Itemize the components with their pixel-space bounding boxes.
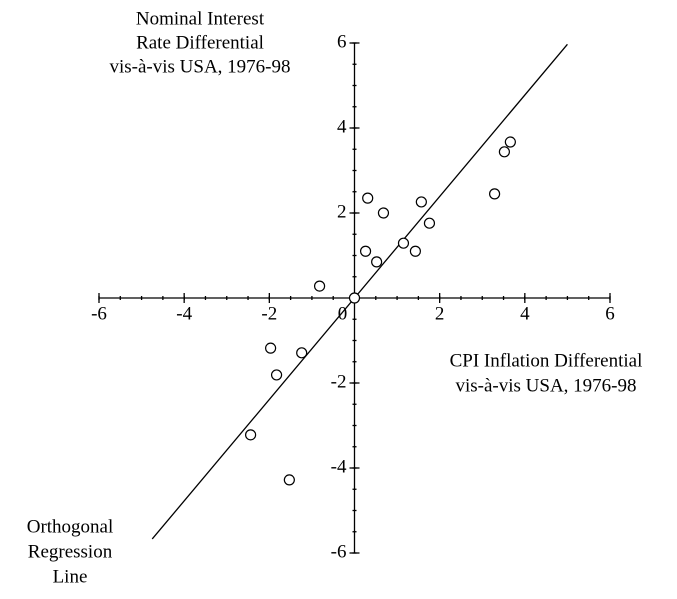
point: [270, 369, 283, 381]
x-tick-label: 0: [338, 303, 348, 324]
y-tick-label: 4: [337, 116, 347, 137]
point: [423, 217, 436, 229]
y-tick-label: -6: [331, 541, 347, 562]
y-axis-label: Nominal Interest: [136, 8, 265, 29]
point: [409, 245, 421, 257]
x-tick-label: -6: [91, 303, 107, 324]
y-tick-label: 2: [337, 201, 347, 222]
y-tick-label: 6: [337, 31, 347, 52]
point: [377, 207, 390, 219]
point: [488, 188, 501, 200]
x-tick-label: 4: [520, 303, 530, 324]
y-tick-label: -4: [331, 456, 347, 477]
y-axis-label: Rate Differential: [136, 32, 264, 53]
point: [265, 342, 277, 354]
x-tick-label: 6: [605, 303, 615, 324]
y-axis-label: vis-à-vis USA, 1976-98: [109, 56, 290, 77]
point: [313, 280, 326, 292]
point: [504, 136, 516, 148]
point: [359, 245, 372, 257]
point: [348, 292, 361, 304]
x-tick-label: 2: [435, 303, 445, 324]
annotation: Orthogonal: [27, 516, 114, 537]
y-tick-label: -2: [331, 371, 347, 392]
x-axis-label: CPI Inflation Differential: [450, 350, 643, 371]
x-tick-label: -2: [261, 303, 277, 324]
point: [362, 192, 374, 204]
point: [371, 256, 383, 268]
point: [498, 146, 510, 158]
x-axis-label: vis-à-vis USA, 1976-98: [455, 375, 636, 396]
x-tick-label: -4: [176, 303, 192, 324]
annotation: Regression: [28, 541, 113, 562]
regression-line: [151, 43, 568, 540]
point: [283, 474, 295, 486]
point: [415, 196, 427, 208]
point: [397, 237, 410, 249]
point: [244, 429, 257, 441]
annotation: Line: [53, 566, 88, 587]
point: [296, 347, 308, 359]
